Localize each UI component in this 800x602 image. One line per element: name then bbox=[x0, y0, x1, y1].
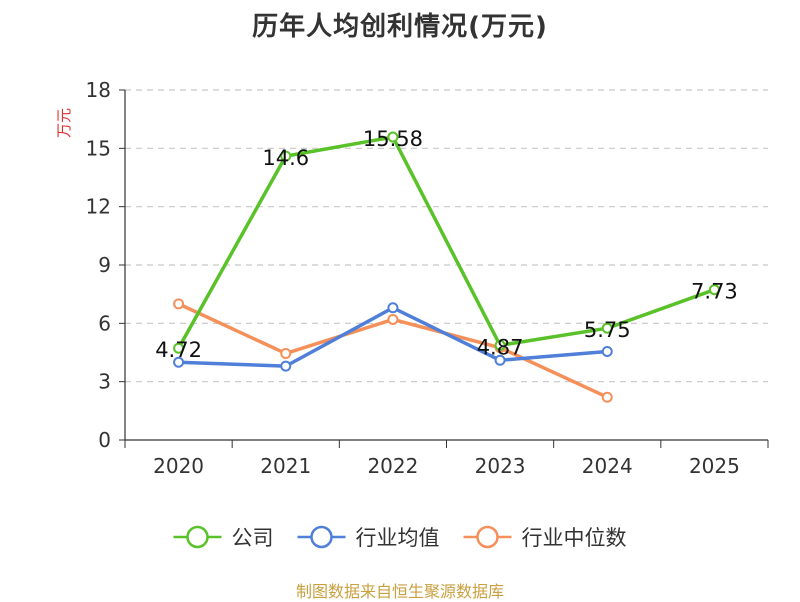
data-point bbox=[708, 284, 720, 296]
data-point bbox=[280, 347, 292, 359]
legend-marker bbox=[310, 525, 333, 549]
data-point bbox=[173, 342, 185, 354]
data-point bbox=[494, 354, 506, 366]
data-point bbox=[173, 356, 185, 368]
legend-label: 行业均值 bbox=[356, 526, 440, 550]
x-tick-label: 2022 bbox=[367, 454, 418, 478]
x-tick-label: 2023 bbox=[475, 454, 526, 478]
legend-marker bbox=[476, 525, 499, 549]
data-point bbox=[494, 339, 506, 351]
legend-label: 公司 bbox=[232, 526, 274, 550]
data-point bbox=[387, 313, 399, 325]
data-point bbox=[601, 322, 613, 334]
data-source-note: 制图数据来自恒生聚源数据库 bbox=[295, 582, 504, 601]
data-label: 5.75 bbox=[584, 318, 631, 342]
data-point bbox=[601, 346, 613, 358]
data-point bbox=[173, 298, 185, 310]
data-point bbox=[280, 360, 292, 372]
y-tick-label: 18 bbox=[86, 78, 111, 102]
x-tick-label: 2021 bbox=[260, 454, 311, 478]
y-tick-label: 12 bbox=[86, 195, 111, 219]
y-tick-label: 9 bbox=[98, 253, 111, 277]
x-tick-label: 2025 bbox=[689, 454, 740, 478]
data-label: 4.87 bbox=[477, 335, 524, 359]
data-label: 4.72 bbox=[155, 338, 202, 362]
series-line bbox=[177, 135, 716, 350]
data-label: 15.58 bbox=[363, 127, 423, 151]
y-tick-label: 15 bbox=[86, 136, 111, 160]
data-point bbox=[601, 391, 613, 403]
x-tick-label: 2020 bbox=[153, 454, 204, 478]
data-point bbox=[280, 150, 292, 162]
x-tick-label: 2024 bbox=[582, 454, 633, 478]
y-tick-label: 3 bbox=[98, 370, 111, 394]
data-point bbox=[387, 302, 399, 314]
legend-marker bbox=[186, 525, 209, 549]
data-label: 7.73 bbox=[691, 280, 738, 304]
y-axis-label: 万元 bbox=[55, 108, 73, 138]
legend-label: 行业中位数 bbox=[522, 526, 627, 550]
chart-title: 历年人均创利情况(万元) bbox=[252, 12, 548, 42]
y-tick-label: 6 bbox=[98, 311, 111, 335]
data-label: 14.6 bbox=[262, 146, 309, 170]
y-tick-label: 0 bbox=[98, 428, 111, 452]
data-point bbox=[387, 131, 399, 143]
